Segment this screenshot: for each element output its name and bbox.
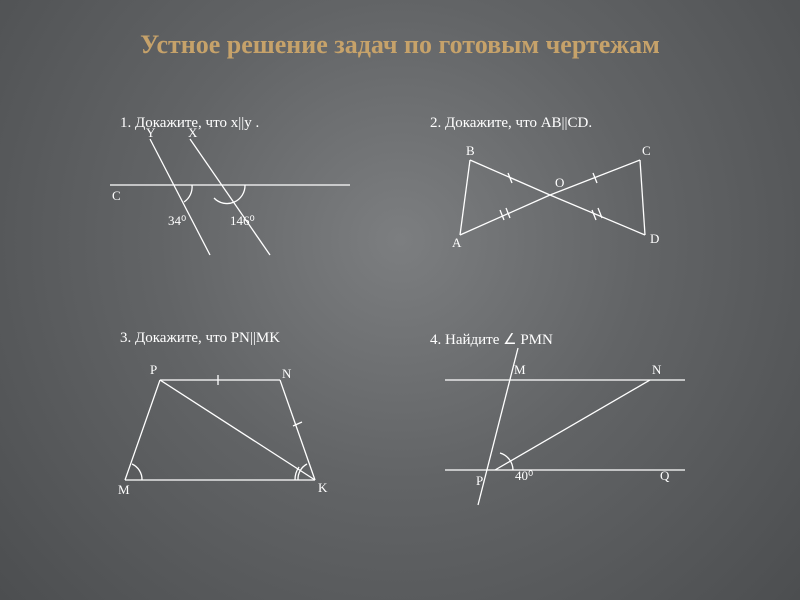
slide-title: Устное решение задач по готовым чертежам [0, 30, 800, 60]
problem-3-figure: P N M K [90, 330, 420, 530]
label-Y: Y [146, 125, 156, 140]
problem-3: 3. Докажите, что PN||MK P N [90, 330, 420, 530]
label-C2: C [642, 143, 651, 158]
label-C: C [112, 188, 121, 203]
problem-2: 2. Докажите, что AB||CD. [400, 115, 730, 315]
problem-4-figure: M N P Q 40⁰ [400, 330, 730, 530]
label-M3: M [118, 482, 130, 497]
label-M4: M [514, 362, 526, 377]
label-P4: P [476, 473, 483, 488]
problem-2-figure: B C A D O [400, 115, 730, 315]
label-Q4: Q [660, 468, 670, 483]
label-A2: A [452, 235, 462, 250]
label-146: 146⁰ [230, 213, 255, 228]
label-40: 40⁰ [515, 468, 533, 483]
label-D2: D [650, 231, 659, 246]
label-34: 34⁰ [168, 213, 186, 228]
label-N4: N [652, 362, 662, 377]
title-text: Устное решение задач по готовым чертежам [140, 30, 660, 59]
problem-4: 4. Найдите ∠ PMN M N P Q 40⁰ [400, 330, 730, 530]
label-O2: O [555, 175, 564, 190]
problem-1-figure: Y X C 34⁰ 146⁰ [90, 115, 420, 315]
label-B2: B [466, 143, 475, 158]
label-X: X [188, 125, 198, 140]
label-P3: P [150, 362, 157, 377]
slide: Устное решение задач по готовым чертежам… [0, 0, 800, 600]
label-K3: K [318, 480, 328, 495]
label-N3: N [282, 366, 292, 381]
problem-1: 1. Докажите, что x||y . Y X C 34⁰ 146⁰ [90, 115, 420, 315]
